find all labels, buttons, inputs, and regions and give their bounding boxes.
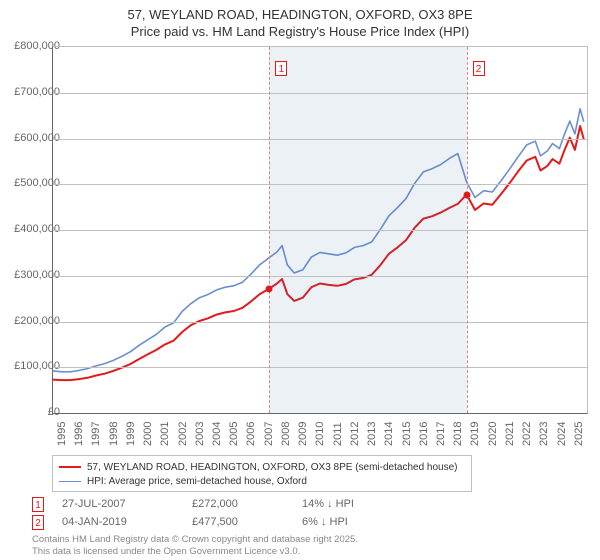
- footer-line-2: This data is licensed under the Open Gov…: [32, 546, 358, 558]
- x-tick-label: 2025: [573, 422, 585, 446]
- annotation-relative: 6% ↓ HPI: [302, 516, 432, 528]
- gridline: [53, 139, 587, 140]
- x-tick-label: 2022: [521, 422, 533, 446]
- x-tick-label: 1999: [125, 422, 137, 446]
- annotation-date: 27-JUL-2007: [62, 498, 192, 510]
- gridline: [53, 276, 587, 277]
- x-tick-label: 2017: [435, 422, 447, 446]
- annotation-date: 04-JAN-2019: [62, 516, 192, 528]
- gridline: [53, 322, 587, 323]
- x-tick-label: 1996: [73, 422, 85, 446]
- x-tick-label: 2008: [280, 422, 292, 446]
- annotation-row: 1 27-JUL-2007£272,00014% ↓ HPI: [32, 495, 582, 513]
- x-tick-label: 1995: [56, 422, 68, 446]
- gridline: [53, 184, 587, 185]
- title-line-1: 57, WEYLAND ROAD, HEADINGTON, OXFORD, OX…: [0, 6, 600, 23]
- x-tick-label: 2003: [194, 422, 206, 446]
- legend: 57, WEYLAND ROAD, HEADINGTON, OXFORD, OX…: [52, 455, 472, 492]
- chart-container: 57, WEYLAND ROAD, HEADINGTON, OXFORD, OX…: [0, 0, 600, 560]
- x-tick-label: 2000: [142, 422, 154, 446]
- plot-area: 12: [52, 46, 588, 414]
- sale-dot: [266, 285, 273, 292]
- x-tick-label: 2021: [504, 422, 516, 446]
- gridline: [53, 367, 587, 368]
- sale-marker-line: [269, 47, 270, 413]
- legend-swatch: [59, 466, 81, 468]
- x-tick-label: 2006: [245, 422, 257, 446]
- annotation-marker: 1: [32, 497, 44, 512]
- x-tick-label: 2014: [383, 422, 395, 446]
- x-tick-label: 2010: [314, 422, 326, 446]
- title-block: 57, WEYLAND ROAD, HEADINGTON, OXFORD, OX…: [0, 0, 600, 40]
- gridline: [53, 93, 587, 94]
- x-tick-label: 1997: [90, 422, 102, 446]
- legend-row: 57, WEYLAND ROAD, HEADINGTON, OXFORD, OX…: [59, 460, 465, 474]
- x-tick-label: 2007: [263, 422, 275, 446]
- x-tick-label: 2011: [332, 422, 344, 446]
- sale-marker-label: 1: [275, 61, 287, 76]
- gridline: [53, 230, 587, 231]
- x-tick-label: 2001: [159, 422, 171, 446]
- annotation-price: £272,000: [192, 498, 302, 510]
- footer-line-1: Contains HM Land Registry data © Crown c…: [32, 534, 358, 546]
- legend-swatch: [59, 481, 81, 482]
- x-tick-label: 2004: [211, 422, 223, 446]
- sale-annotations: 1 27-JUL-2007£272,00014% ↓ HPI 2 04-JAN-201…: [32, 495, 582, 531]
- x-tick-label: 2002: [177, 422, 189, 446]
- footer: Contains HM Land Registry data © Crown c…: [32, 534, 358, 558]
- x-tick-label: 2009: [297, 422, 309, 446]
- x-tick-label: 2020: [487, 422, 499, 446]
- sale-dot: [463, 191, 470, 198]
- sale-marker-label: 2: [473, 61, 485, 76]
- x-tick-label: 2018: [452, 422, 464, 446]
- annotation-marker: 2: [32, 515, 44, 530]
- x-tick-label: 2005: [228, 422, 240, 446]
- title-line-2: Price paid vs. HM Land Registry's House …: [0, 23, 600, 40]
- x-tick-label: 1998: [108, 422, 120, 446]
- x-tick-label: 2013: [366, 422, 378, 446]
- annotation-relative: 14% ↓ HPI: [302, 498, 432, 510]
- x-tick-label: 2019: [469, 422, 481, 446]
- x-tick-label: 2023: [538, 422, 550, 446]
- x-tick-label: 2015: [401, 422, 413, 446]
- legend-row: HPI: Average price, semi-detached house,…: [59, 474, 465, 488]
- annotation-row: 2 04-JAN-2019£477,5006% ↓ HPI: [32, 513, 582, 531]
- sale-marker-line: [467, 47, 468, 413]
- legend-label: HPI: Average price, semi-detached house,…: [87, 476, 307, 487]
- x-tick-label: 2016: [418, 422, 430, 446]
- x-tick-label: 2024: [556, 422, 568, 446]
- annotation-price: £477,500: [192, 516, 302, 528]
- x-tick-label: 2012: [349, 422, 361, 446]
- legend-label: 57, WEYLAND ROAD, HEADINGTON, OXFORD, OX…: [87, 462, 457, 473]
